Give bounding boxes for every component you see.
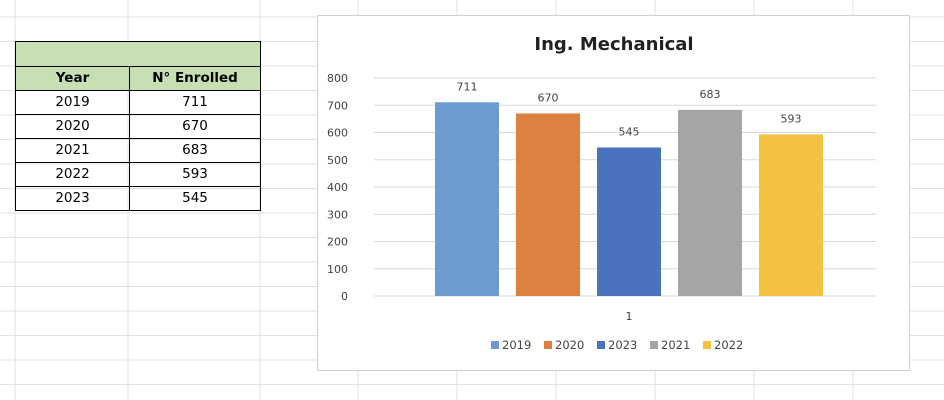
table-row: 2022 593 bbox=[15, 162, 261, 187]
bar-2023[interactable] bbox=[597, 147, 661, 296]
legend-label[interactable]: 2020 bbox=[555, 338, 584, 352]
legend-swatch bbox=[491, 341, 499, 349]
chart-data-labels: 711 670 545 683 593 bbox=[457, 80, 802, 138]
year-cell[interactable]: 2020 bbox=[15, 114, 130, 139]
header-year-cell[interactable]: Year bbox=[15, 66, 130, 91]
y-tick-label: 400 bbox=[327, 181, 348, 194]
table-header-row: Year N° Enrolled bbox=[15, 66, 261, 91]
chart-object[interactable]: Ing. Mechanical 0 100 200 300 400 500 600 700 80… bbox=[317, 15, 910, 371]
enrolled-cell[interactable]: 670 bbox=[129, 114, 261, 139]
data-label: 683 bbox=[700, 88, 721, 101]
enrolled-cell[interactable]: 545 bbox=[129, 186, 261, 211]
y-tick-label: 300 bbox=[327, 208, 348, 221]
data-label: 670 bbox=[538, 91, 559, 104]
legend-label[interactable]: 2022 bbox=[714, 338, 743, 352]
table-row: 2021 683 bbox=[15, 138, 261, 163]
year-cell[interactable]: 2023 bbox=[15, 186, 130, 211]
y-tick-label: 100 bbox=[327, 263, 348, 276]
legend-label[interactable]: 2023 bbox=[608, 338, 637, 352]
bar-2019[interactable] bbox=[435, 102, 499, 296]
legend-label[interactable]: 2019 bbox=[502, 338, 531, 352]
legend-swatch bbox=[597, 341, 605, 349]
year-cell[interactable]: 2019 bbox=[15, 90, 130, 115]
bar-2022[interactable] bbox=[759, 134, 823, 296]
table-row: 2020 670 bbox=[15, 114, 261, 139]
data-label: 711 bbox=[457, 80, 478, 93]
enrolled-cell[interactable]: 683 bbox=[129, 138, 261, 163]
table-row: 2019 711 bbox=[15, 90, 261, 115]
y-tick-label: 800 bbox=[327, 72, 348, 85]
year-cell[interactable]: 2022 bbox=[15, 162, 130, 187]
year-cell[interactable]: 2021 bbox=[15, 138, 130, 163]
chart-legend[interactable]: 2019 2020 2023 2021 2022 bbox=[491, 338, 743, 352]
y-tick-label: 700 bbox=[327, 99, 348, 112]
table-title-row bbox=[15, 41, 261, 67]
bar-2021[interactable] bbox=[678, 109, 742, 296]
y-tick-label: 500 bbox=[327, 154, 348, 167]
chart-title: Ing. Mechanical bbox=[534, 34, 693, 55]
data-label: 545 bbox=[619, 125, 640, 138]
table-row: 2023 545 bbox=[15, 186, 261, 211]
y-tick-label: 600 bbox=[327, 127, 348, 140]
y-axis-ticks: 0 100 200 300 400 500 600 700 800 bbox=[327, 72, 348, 303]
legend-label[interactable]: 2021 bbox=[661, 338, 690, 352]
x-tick-label: 1 bbox=[626, 310, 633, 323]
table-title-cell[interactable] bbox=[15, 41, 261, 67]
header-enrolled-cell[interactable]: N° Enrolled bbox=[129, 66, 261, 91]
data-label: 593 bbox=[781, 112, 802, 125]
enrolled-cell[interactable]: 593 bbox=[129, 162, 261, 187]
y-tick-label: 0 bbox=[341, 290, 348, 303]
enrollment-table: Year N° Enrolled 2019 711 2020 670 2021 … bbox=[15, 41, 261, 211]
legend-swatch bbox=[544, 341, 552, 349]
legend-swatch bbox=[703, 341, 711, 349]
y-tick-label: 200 bbox=[327, 236, 348, 249]
x-axis-ticks: 1 bbox=[626, 310, 633, 323]
enrolled-cell[interactable]: 711 bbox=[129, 90, 261, 115]
bar-chart: Ing. Mechanical 0 100 200 300 400 500 600 700 80… bbox=[327, 34, 876, 352]
legend-swatch bbox=[650, 341, 658, 349]
chart-bars bbox=[435, 102, 823, 296]
bar-2020[interactable] bbox=[516, 113, 580, 296]
